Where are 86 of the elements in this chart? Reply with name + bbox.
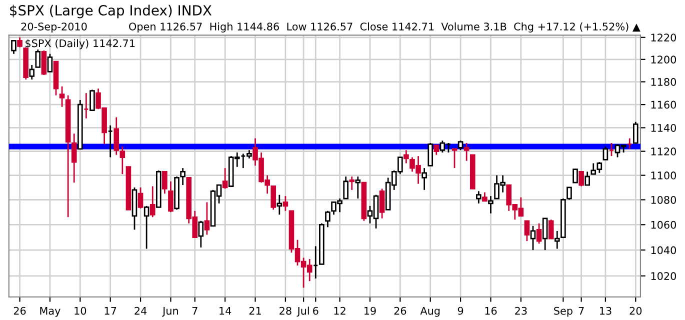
candlestick: [536, 222, 542, 244]
annotation: $SPX (Daily) 1142.71: [26, 39, 135, 50]
candlestick: [41, 50, 47, 76]
candlestick: [632, 121, 638, 144]
candlestick: [554, 230, 560, 250]
x-tick-label: 26: [394, 306, 406, 315]
x-tick-label: 13: [600, 306, 612, 315]
candlestick: [488, 195, 494, 214]
y-tick-label: 1040: [651, 246, 676, 254]
y-tick-label: 1220: [651, 34, 676, 42]
x-tick-label: Sep: [554, 306, 572, 317]
x-tick-label: 17: [104, 307, 116, 315]
y-tick-label: 1160: [651, 100, 676, 109]
candlestick: [90, 89, 95, 112]
candlestick: [476, 190, 482, 204]
candlestick: [162, 170, 168, 194]
candlestick: [168, 180, 174, 213]
candlestick: [422, 167, 427, 191]
candlestick: [35, 48, 41, 68]
chart-subtitle: 20-Sep-2010: [21, 22, 87, 32]
candlestick: [596, 161, 602, 174]
candlestick: [566, 186, 572, 200]
y-tick-label: 1140: [651, 124, 676, 132]
candlestick: [578, 170, 584, 187]
candlestick: [404, 149, 409, 164]
x-tick-label: 9: [458, 306, 464, 315]
y-tick-label: 1080: [651, 196, 676, 204]
candlestick: [452, 148, 458, 169]
x-tick-label: 19: [364, 306, 376, 315]
candlestick: [150, 186, 156, 218]
candlestick: [542, 218, 548, 251]
x-tick-label: 26: [14, 306, 26, 315]
chart-title: $SPX (Large Cap Index) INDX: [10, 4, 212, 18]
candlestick: [204, 202, 210, 236]
candlestick: [524, 220, 530, 242]
candlestick: [434, 144, 440, 156]
x-tick-label: 12: [334, 306, 346, 315]
x-tick-label: 24: [134, 306, 147, 315]
candlestick: [29, 64, 35, 80]
x-tick-label: Jun: [162, 307, 178, 317]
x-tick-label: 20: [630, 306, 642, 315]
x-tick-label: Jul: [296, 306, 309, 317]
candlestick: [530, 225, 536, 251]
candlestick: [282, 195, 288, 212]
candlestick: [590, 162, 596, 175]
x-tick-label: 7: [192, 307, 198, 315]
x-tick-label: 23: [515, 306, 527, 315]
candlestick: [572, 168, 578, 184]
candlestick: [584, 170, 590, 186]
y-tick-label: 1200: [651, 56, 676, 64]
candlestick: [180, 167, 186, 186]
x-tick-label: Aug: [420, 307, 440, 317]
candlestick: [379, 188, 385, 220]
candlestick: [47, 53, 53, 72]
candlestick: [222, 167, 228, 190]
candlestick: [59, 86, 65, 108]
candlestick: [464, 142, 470, 162]
y-tick-label: 1120: [651, 148, 676, 156]
candlestick: [11, 40, 16, 55]
candlestick: [343, 176, 348, 200]
candlestick: [138, 186, 144, 210]
candlestick: [71, 132, 77, 184]
candlestick: [349, 176, 355, 191]
candlestick: [276, 194, 282, 216]
y-tick-label: 1180: [651, 78, 676, 86]
text: Open 1126.57 High 1144.86 Low 1126.57 Close 1142.71 Volume 3.1B Chg +17.12 (+1.52%) ▲: [129, 22, 640, 32]
candlestick: [325, 210, 330, 228]
candlestick: [428, 142, 434, 166]
candlestick: [270, 186, 276, 210]
candlestick: [198, 220, 204, 248]
x-tick-label: May: [40, 307, 60, 317]
candlestick: [144, 205, 150, 250]
y-tick-label: 1100: [651, 172, 676, 180]
x-tick-label: 7: [578, 307, 584, 315]
x-tick-label: 10: [74, 306, 86, 315]
x-tick-label: 6: [313, 306, 318, 315]
y-tick-label: 1060: [651, 220, 676, 229]
y-tick-label: 1020: [651, 272, 676, 280]
candlestick: [458, 140, 464, 151]
x-tick-label: 16: [485, 306, 497, 315]
x-tick-label: 14: [220, 307, 232, 315]
x-tick-label: 28: [280, 306, 292, 315]
candlestick: [602, 146, 608, 160]
candlestick: [355, 176, 361, 200]
x-tick-label: 21: [249, 306, 261, 315]
candlestick: [548, 218, 554, 240]
